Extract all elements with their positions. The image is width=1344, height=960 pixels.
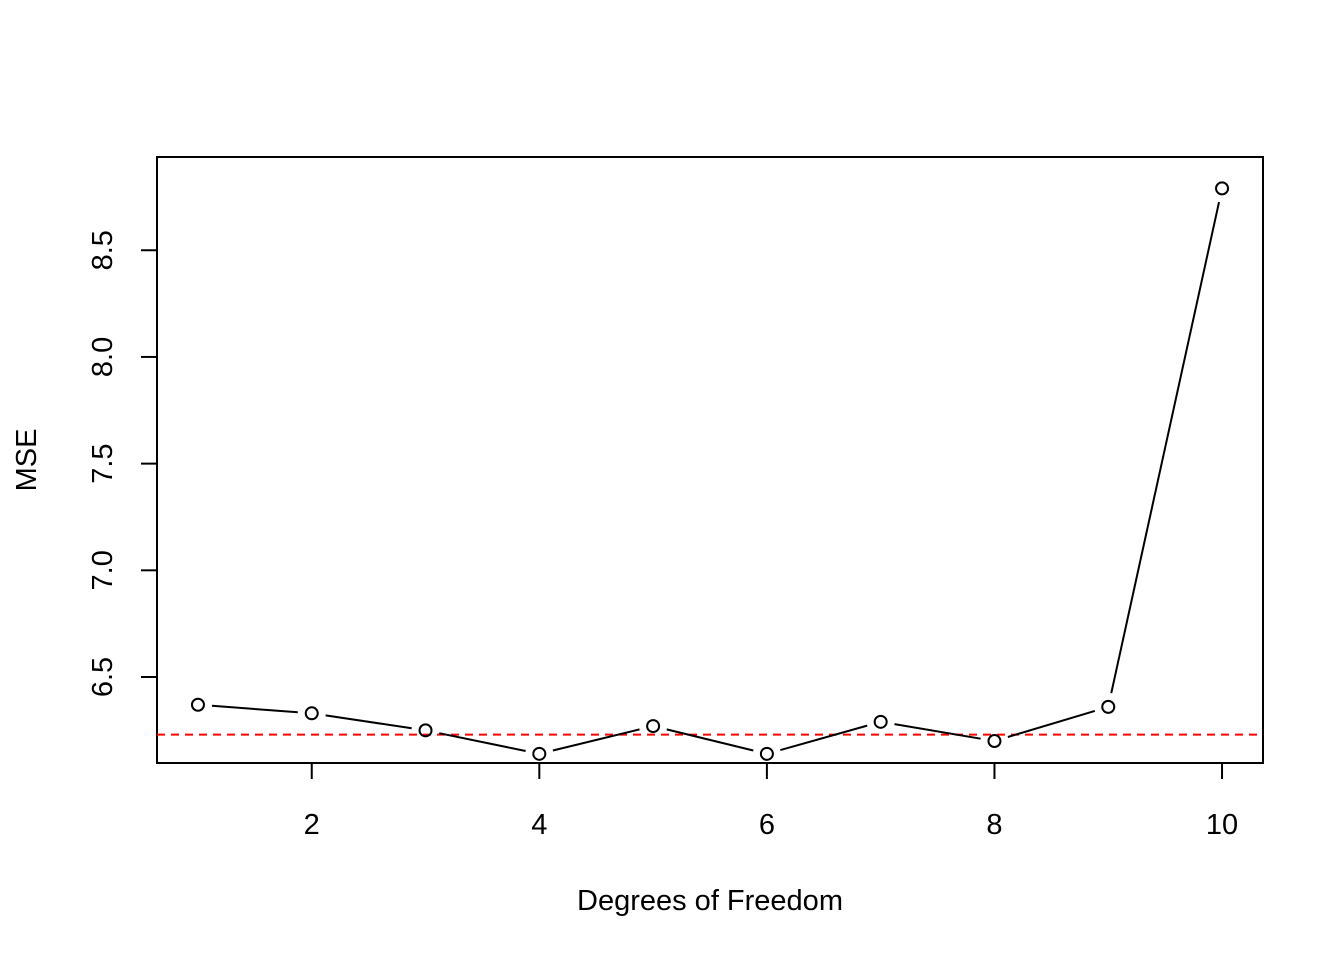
series-line-segment [894, 723, 981, 740]
series-line-segment [325, 714, 412, 730]
series-line-segment [1110, 201, 1221, 694]
data-point [646, 719, 661, 734]
data-point [190, 697, 205, 712]
data-point [304, 706, 319, 721]
x-tick-label: 4 [531, 809, 547, 841]
y-axis-title: MSE [11, 429, 43, 492]
series-line-segment [1007, 709, 1096, 738]
series-line-segment [780, 724, 868, 751]
series-layer [190, 181, 1230, 761]
data-point [987, 734, 1002, 749]
data-point [532, 746, 547, 761]
data-point [1215, 181, 1230, 196]
y-axis: 6.5 7.0 7.5 8.0 8.5 [87, 230, 157, 697]
y-tick-label: 8.5 [87, 230, 119, 270]
x-tick-label: 6 [759, 809, 775, 841]
data-point [418, 723, 433, 738]
x-axis-title: Degrees of Freedom [577, 885, 843, 917]
series-line-segment [552, 728, 640, 752]
y-tick-label: 7.0 [87, 550, 119, 590]
data-point [873, 714, 888, 729]
x-tick-label: 2 [304, 809, 320, 841]
series-line-segment [666, 728, 754, 752]
series-line-segment [439, 732, 526, 752]
series-line-segment [211, 704, 298, 714]
y-tick-label: 7.5 [87, 443, 119, 483]
data-point [759, 746, 774, 761]
data-point [1101, 699, 1116, 714]
x-tick-label: 8 [986, 809, 1002, 841]
x-axis: 2 4 6 8 10 [304, 763, 1238, 841]
plot-frame [156, 156, 1264, 764]
y-tick-label: 6.5 [87, 657, 119, 697]
y-tick-label: 8.0 [87, 337, 119, 377]
x-tick-label: 10 [1206, 809, 1238, 841]
